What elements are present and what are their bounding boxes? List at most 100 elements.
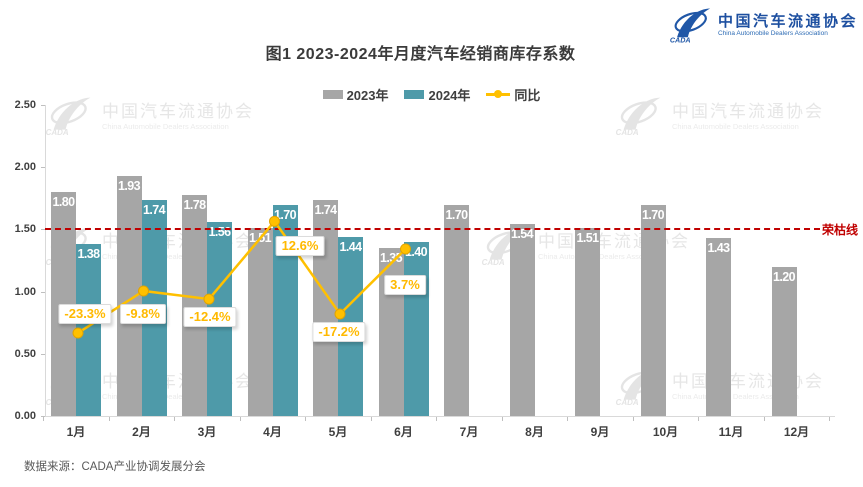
x-axis-label: 8月: [525, 425, 544, 439]
x-axis-tick: [43, 417, 45, 421]
legend-swatch-2023: [322, 90, 343, 99]
x-axis-label: 1月: [66, 425, 86, 439]
x-axis-label: 3月: [197, 425, 217, 439]
data-source-note: 数据来源：CADA产业协调发展分会: [24, 461, 206, 473]
y-axis-tick: [41, 167, 45, 169]
y-axis-tick: [41, 229, 45, 231]
x-axis-label: 4月: [263, 425, 282, 439]
x-axis-label: 11月: [718, 425, 744, 439]
bar-2023年-7月: [444, 204, 469, 416]
x-axis-label: 7月: [459, 425, 479, 439]
watermark-org-en: China Automobile Dealers Association: [672, 391, 799, 401]
y-axis-tick-label: 0.00: [14, 410, 36, 422]
page-title: 图1 2023-2024年月度汽车经销商库存系数: [265, 46, 576, 63]
x-axis-tick: [370, 417, 372, 421]
bar-value-label: 1.70: [642, 207, 665, 222]
x-axis-label: 2月: [132, 425, 151, 439]
boom-bust-reference-line: [45, 228, 820, 231]
bar-value-label: 1.54: [511, 227, 534, 242]
cada-header-logo: 中国汽车流通协会 China Automobile Dealers Associ…: [667, 7, 858, 43]
bar-2023年-4月: [247, 228, 273, 416]
watermark-org-en: China Automobile Dealers Association: [672, 121, 799, 131]
bar-2023年-12月: [771, 266, 797, 416]
x-axis-label: 12月: [783, 425, 810, 439]
bar-value-label: 1.74: [143, 202, 166, 217]
bar-2024年-6月: [403, 241, 429, 416]
x-axis: [45, 416, 835, 417]
y-axis-tick-label: 1.50: [14, 223, 36, 236]
legend-swatch-2024: [404, 90, 425, 99]
x-axis-tick: [763, 417, 765, 421]
watermark-org-cn: 中国汽车流通协会: [672, 101, 824, 121]
bar-2023年-10月: [640, 204, 666, 416]
yoy-percent-label: -9.8%: [120, 304, 166, 324]
logo-org-name-en: China Automobile Dealers Association: [717, 29, 828, 37]
x-axis-tick: [174, 417, 176, 421]
bar-2023年-5月: [313, 199, 338, 416]
x-axis-tick: [829, 417, 831, 421]
bar-value-label: 1.20: [773, 269, 796, 284]
y-axis-tick-label: 2.00: [14, 161, 36, 174]
watermark-org-cn: 中国汽车流通协会: [102, 101, 254, 121]
cada-swoosh-icon: [667, 7, 713, 43]
y-axis-tick: [41, 105, 45, 106]
bar-value-label: 1.78: [183, 197, 207, 212]
y-axis-tick: [41, 416, 45, 417]
bar-value-label: 1.80: [52, 195, 76, 210]
bar-2023年-9月: [575, 228, 600, 416]
yoy-percent-label: -23.3%: [58, 304, 112, 324]
y-axis-tick: [41, 353, 45, 355]
logo-org-name-cn: 中国汽车流通协会: [717, 12, 858, 30]
yoy-line: [77, 219, 407, 335]
legend-label-yoy: 同比: [514, 88, 541, 103]
chart-legend: 2023年 2024年 同比: [0, 85, 863, 104]
yoy-percent-label: -17.2%: [312, 322, 366, 342]
x-axis-tick: [632, 417, 634, 421]
x-axis-tick: [108, 417, 110, 421]
x-axis-tick: [436, 417, 438, 421]
bar-value-label: 1.35: [380, 251, 403, 266]
watermark-org-en: China Automobile Dealers Association: [102, 121, 229, 131]
watermark-org-en: China Automobile Dealers Association: [538, 251, 665, 261]
yoy-data-point: [400, 243, 411, 255]
boom-bust-line-label: 荣枯线: [822, 223, 859, 238]
yoy-data-point: [334, 308, 346, 320]
x-axis-label: 10月: [652, 425, 679, 439]
x-axis-tick: [305, 417, 307, 421]
bar-value-label: 1.70: [274, 207, 297, 222]
x-axis-tick: [698, 417, 700, 421]
x-axis-tick: [501, 417, 503, 421]
bar-value-label: 1.93: [118, 178, 141, 193]
y-axis: [45, 105, 46, 416]
bar-value-label: 1.43: [707, 241, 731, 256]
bar-value-label: 1.74: [314, 202, 338, 217]
legend-item-yoy: 同比: [486, 85, 540, 104]
y-axis-tick-label: 2.50: [14, 99, 36, 111]
legend-line-marker-icon: [486, 90, 511, 98]
bar-2023年-3月: [182, 194, 207, 416]
yoy-data-point: [269, 215, 280, 227]
yoy-data-point: [138, 285, 149, 297]
x-axis-tick: [239, 417, 241, 421]
bar-value-label: 1.44: [339, 239, 363, 254]
bar-2023年-8月: [509, 224, 535, 416]
legend-item-2023: 2023年: [322, 85, 389, 104]
yoy-percent-label: 12.6%: [275, 236, 325, 256]
legend-label-2023: 2023年: [346, 88, 389, 103]
bar-value-label: 1.38: [77, 247, 101, 262]
legend-item-2024: 2024年: [404, 85, 470, 104]
y-axis-tick-label: 1.00: [14, 285, 36, 298]
x-axis-label: 5月: [328, 425, 348, 439]
yoy-data-point: [72, 327, 84, 339]
yoy-percent-label: 3.7%: [384, 275, 426, 295]
x-axis-label: 6月: [394, 425, 413, 439]
y-axis-tick: [41, 291, 45, 293]
bar-value-label: 1.70: [445, 207, 469, 222]
legend-label-2024: 2024年: [428, 88, 471, 103]
yoy-data-point: [203, 293, 215, 305]
bar-2023年-11月: [706, 238, 731, 416]
